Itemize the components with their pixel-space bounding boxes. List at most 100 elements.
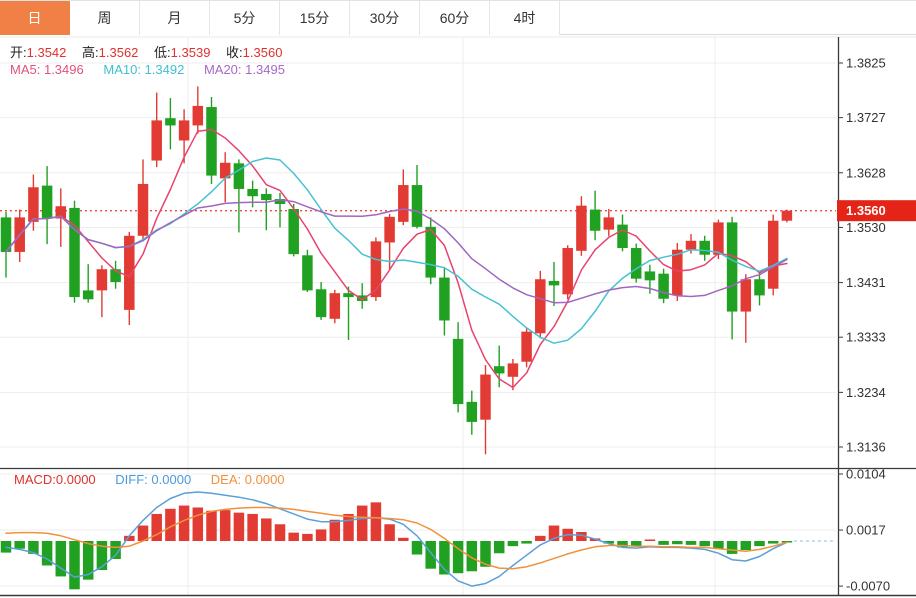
candle-body — [672, 249, 683, 296]
candle-body — [233, 163, 245, 189]
candle-body — [329, 293, 341, 319]
tab-15分[interactable]: 15分 — [280, 1, 350, 35]
macd-bar — [165, 508, 176, 541]
tab-60分[interactable]: 60分 — [420, 1, 490, 35]
axis-layer: 1.3825 1.3727 1.3628 1.3530 1.3431 1.3333 1.32… — [0, 36, 916, 597]
macd-bar — [41, 541, 53, 566]
candle-body — [767, 220, 779, 289]
macd-bar — [261, 518, 272, 541]
macd-bar — [302, 533, 313, 541]
tab-日[interactable]: 日 — [0, 1, 70, 35]
candle-body — [493, 366, 505, 374]
macd-bar — [439, 541, 450, 575]
chart-area[interactable]: 1.3825 1.3727 1.3628 1.3530 1.3431 1.3333 1.32… — [0, 35, 916, 598]
tab-4时[interactable]: 4时 — [490, 1, 560, 35]
macd-bar — [69, 541, 80, 590]
candle-body — [466, 401, 478, 422]
candle-body — [165, 118, 176, 126]
toolbar-spacer — [560, 1, 916, 34]
macd-bar — [343, 513, 354, 541]
macd-bar — [315, 529, 327, 541]
candle-body — [740, 279, 752, 312]
axis-tick-label: 1.3234 — [846, 385, 886, 400]
macd-bar — [740, 541, 752, 551]
macd-bar — [247, 513, 258, 541]
tab-周[interactable]: 周 — [70, 1, 140, 35]
macd-bar — [576, 531, 587, 541]
macd-bar — [452, 541, 464, 574]
macd-bar — [137, 525, 149, 541]
macd-bar — [726, 541, 738, 554]
candle-body — [398, 185, 409, 222]
candle-body — [219, 162, 231, 179]
macd-bar — [754, 541, 765, 547]
macd-bar — [507, 541, 519, 547]
axis-tick-label: 1.3136 — [846, 440, 886, 455]
candle-body — [96, 269, 108, 291]
macd-bar — [493, 541, 505, 554]
candle-body — [439, 277, 450, 321]
candle-body — [384, 216, 395, 243]
macd-bar — [617, 541, 628, 548]
candle-body — [82, 290, 94, 300]
macd-bar — [28, 541, 39, 554]
candle-body — [699, 240, 710, 255]
macd-bar — [96, 541, 108, 570]
candle-body — [137, 183, 149, 236]
candle-body — [356, 295, 368, 301]
candle-body — [630, 248, 642, 279]
macd-bar — [466, 541, 478, 572]
macd-bar — [644, 539, 656, 541]
candlestick-macd-chart[interactable]: 1.3825 1.3727 1.3628 1.3530 1.3431 1.3333 1.32… — [0, 35, 916, 598]
macd-bar — [658, 541, 669, 545]
axis-tick-label: 1.3628 — [846, 165, 886, 180]
macd-bar — [329, 519, 341, 541]
candle-body — [288, 209, 299, 255]
macd-bar — [521, 541, 532, 544]
macd-bar — [370, 502, 382, 541]
candle-body — [521, 331, 532, 362]
axis-tick-label: 1.3431 — [846, 275, 886, 290]
candle-body — [644, 271, 656, 281]
candle-body — [315, 289, 327, 318]
last-price-badge-text: 1.3560 — [846, 203, 886, 218]
axis-tick-label: 1.3727 — [846, 110, 886, 125]
candle-body — [110, 269, 121, 283]
candle-body — [589, 209, 601, 231]
candle-body — [411, 185, 423, 227]
macd-bar — [535, 535, 546, 541]
macd-bar — [55, 541, 67, 577]
tab-30分[interactable]: 30分 — [350, 1, 420, 35]
candle-body — [425, 226, 436, 278]
candle-body — [370, 241, 382, 298]
ma20-line — [5, 199, 788, 304]
gridlines-layer — [0, 37, 836, 595]
candle-body — [151, 120, 162, 161]
axis-tick-label: 0.0017 — [846, 523, 886, 538]
axis-tick-label: 1.3333 — [846, 330, 886, 345]
macd-bar — [685, 541, 697, 545]
macd-bar — [274, 524, 286, 541]
candle-body — [452, 338, 464, 405]
macd-bar — [356, 505, 368, 541]
axis-tick-label: 1.3530 — [846, 220, 886, 235]
candle-body — [69, 207, 80, 298]
macd-lines-layer — [5, 491, 788, 587]
tab-5分[interactable]: 5分 — [210, 1, 280, 35]
candle-body — [0, 217, 12, 252]
macd-bar — [767, 541, 779, 544]
candle-body — [603, 217, 615, 230]
macd-bar — [233, 512, 245, 541]
macd-bar — [699, 541, 710, 547]
candle-body — [343, 293, 354, 298]
candle-body — [480, 374, 491, 420]
candle-body — [535, 279, 546, 334]
macd-bar — [398, 537, 409, 541]
tab-月[interactable]: 月 — [140, 1, 210, 35]
axis-tick-label: 0.0104 — [846, 467, 886, 482]
candle-body — [754, 279, 765, 296]
macd-bar — [548, 525, 560, 541]
candle-body — [178, 120, 190, 141]
macd-bar — [425, 541, 436, 569]
